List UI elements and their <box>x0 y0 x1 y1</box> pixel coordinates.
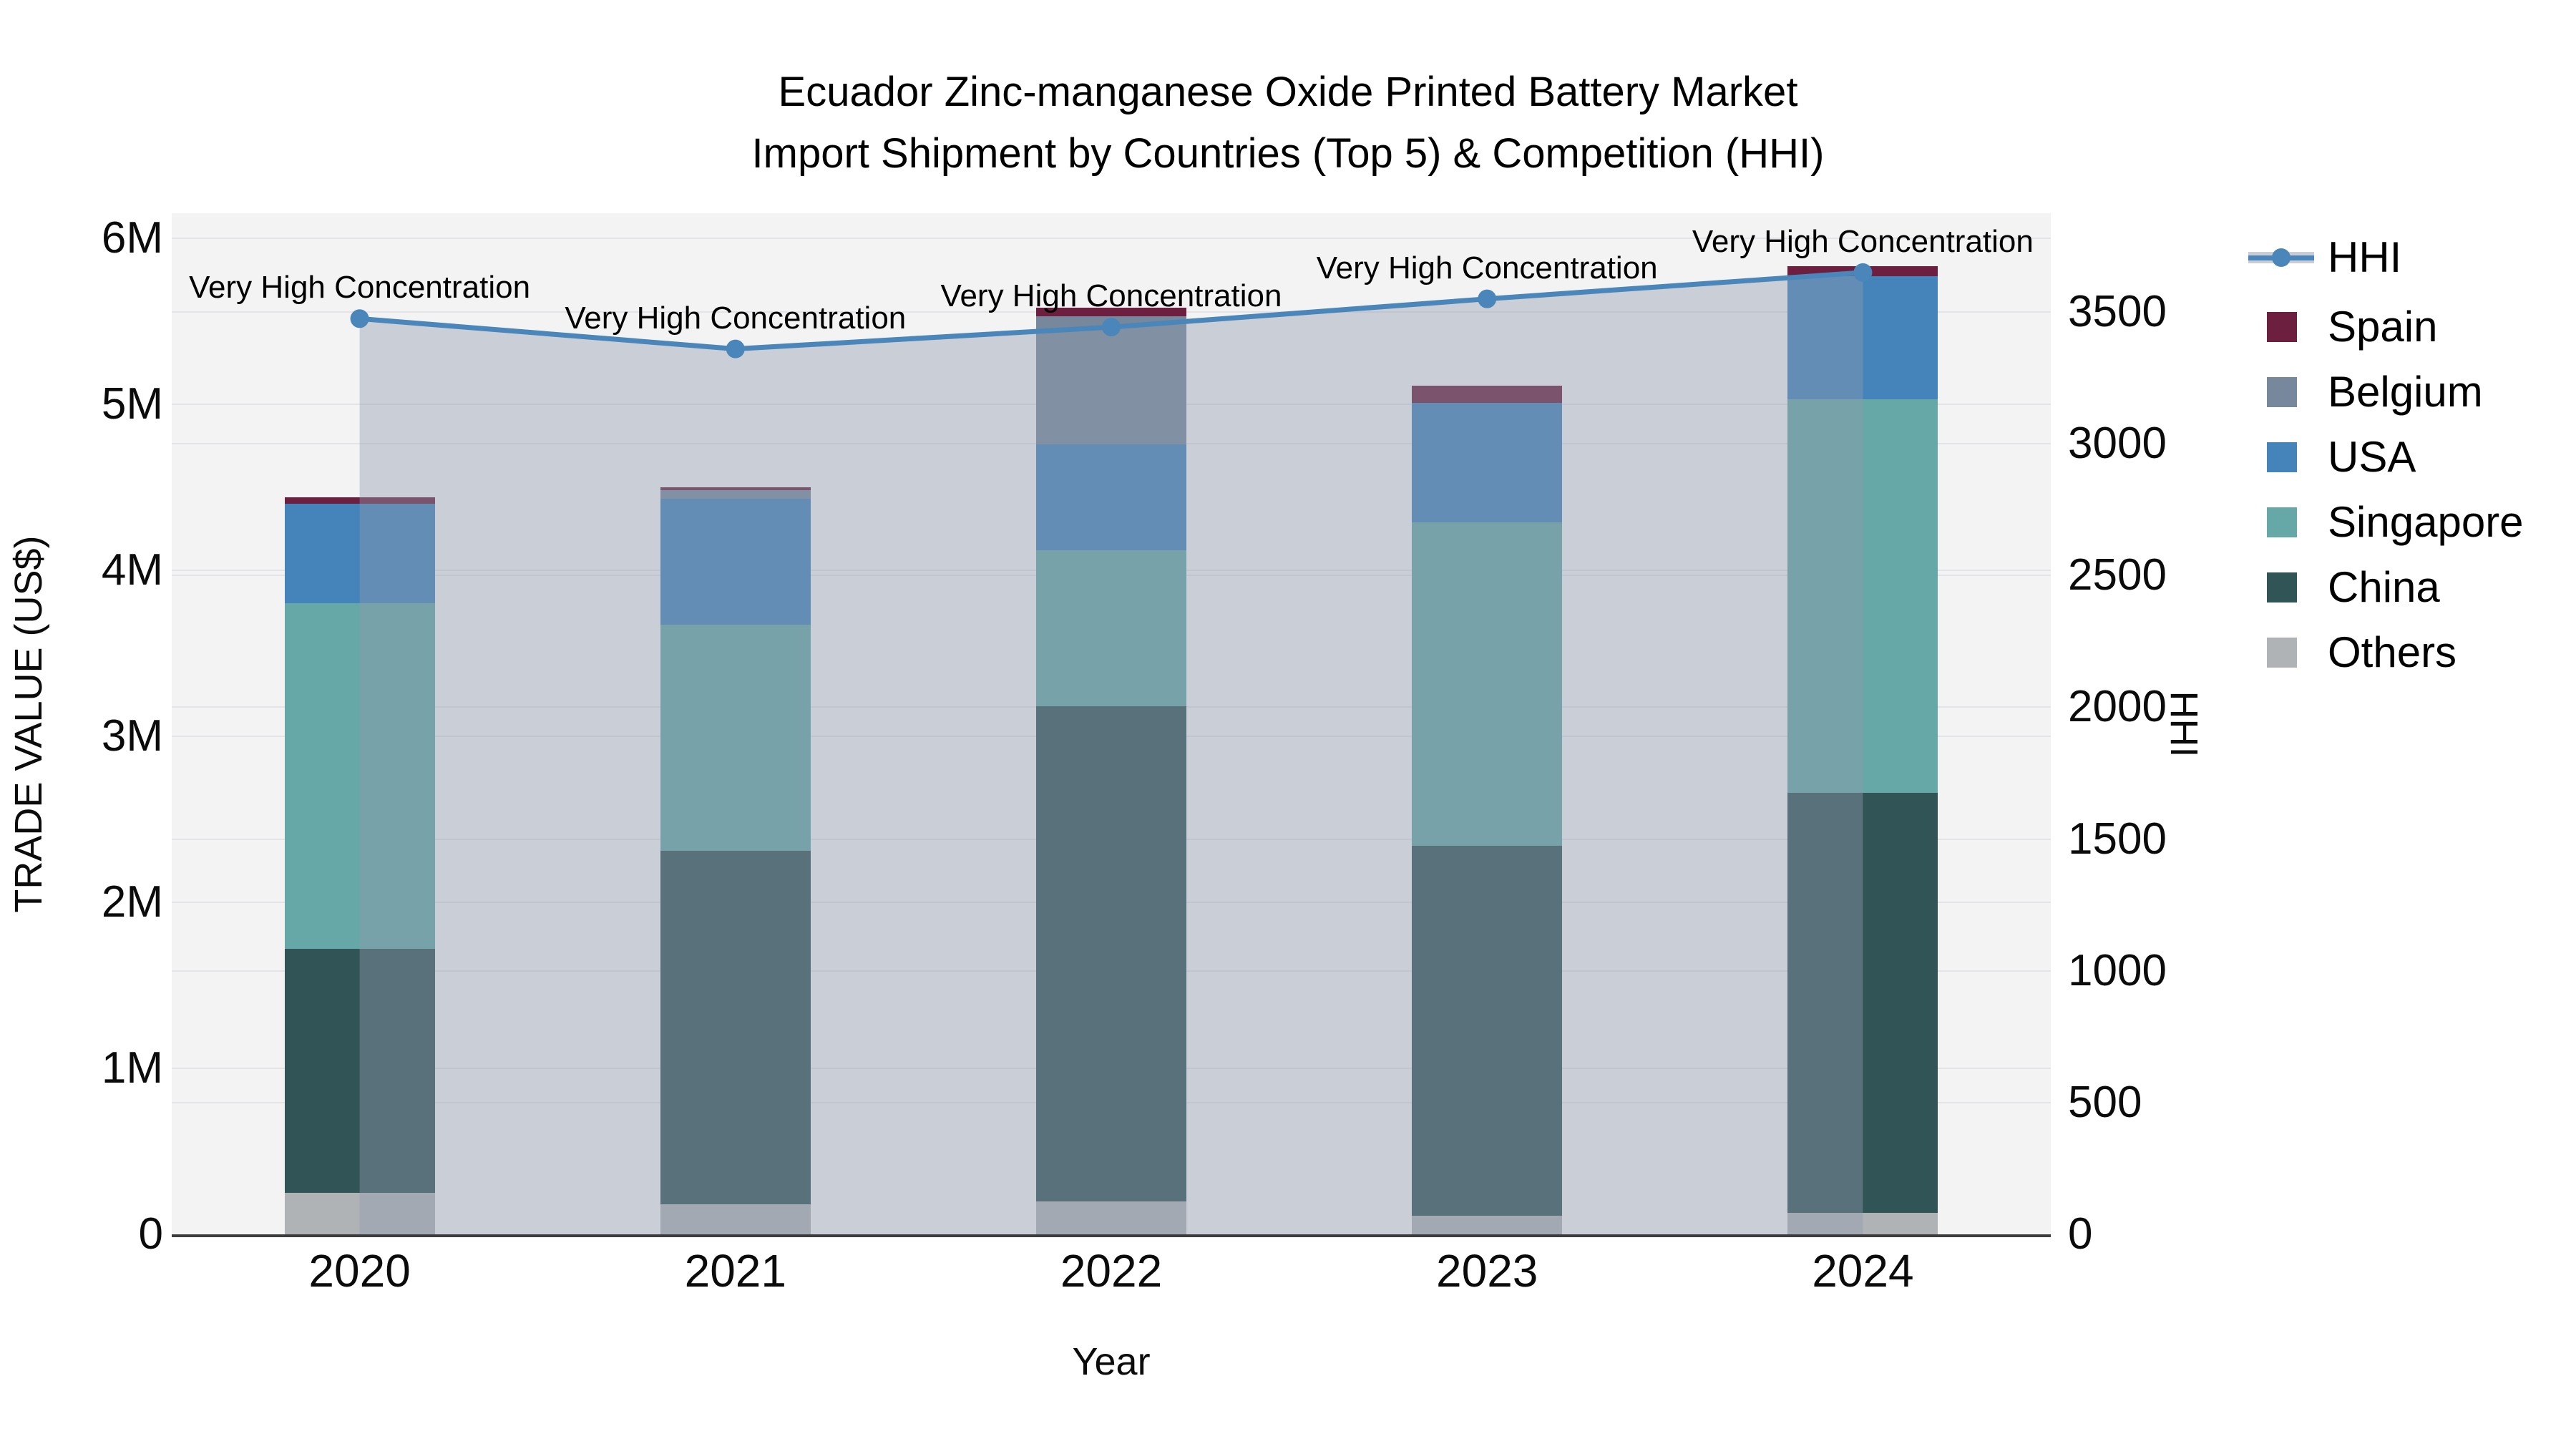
legend-swatch-spain <box>2267 312 2297 342</box>
bar-2022-belgium[interactable] <box>1036 316 1186 444</box>
x-axis-title: Year <box>1072 1340 1151 1383</box>
x-tick-label-2020: 2020 <box>308 1245 411 1297</box>
bar-2024-usa[interactable] <box>1787 276 1938 399</box>
chart-title-line1: Ecuador Zinc-manganese Oxide Printed Bat… <box>778 69 1798 115</box>
bar-2023-usa[interactable] <box>1412 402 1563 522</box>
legend-swatch-belgium <box>2267 377 2297 407</box>
x-tick-label-2022: 2022 <box>1060 1245 1163 1297</box>
legend-label-hhi: HHI <box>2328 233 2402 281</box>
legend-swatch-usa <box>2267 442 2297 472</box>
legend-swatch-singapore <box>2267 507 2297 537</box>
legend-swatch-hhi <box>2248 243 2314 273</box>
bar-2024-china[interactable] <box>1787 792 1938 1213</box>
y-left-tick-label: 4M <box>101 545 163 595</box>
bar-2023-spain[interactable] <box>1412 386 1563 403</box>
bar-2023-singapore[interactable] <box>1412 522 1563 847</box>
annotation-2022: Very High Concentration <box>940 278 1282 314</box>
legend-swatch-china <box>2267 572 2297 602</box>
legend-label-usa: USA <box>2328 433 2416 481</box>
y-left-tick-label: 2M <box>101 877 163 927</box>
bar-2020-spain[interactable] <box>284 497 435 504</box>
legend-label-singapore: Singapore <box>2328 498 2524 546</box>
legend-label-spain: Spain <box>2328 303 2438 351</box>
hhi-area <box>359 272 1863 1234</box>
bar-2021-usa[interactable] <box>660 499 811 625</box>
y-right-tick-label: 2000 <box>2068 682 2167 732</box>
legend-label-others: Others <box>2328 628 2457 676</box>
hhi-overlay <box>350 263 1873 1234</box>
hhi-marker-2023[interactable] <box>1478 289 1497 308</box>
chart-title: Ecuador Zinc-manganese Oxide Printed Bat… <box>0 62 2576 185</box>
bar-2020-china[interactable] <box>284 948 435 1193</box>
bar-2024-others[interactable] <box>1787 1212 1938 1234</box>
y-right-tick-label: 3000 <box>2068 419 2167 469</box>
bar-2021-spain[interactable] <box>660 487 811 491</box>
y-right-tick-label: 2500 <box>2068 550 2167 600</box>
y-right-tick-label: 3500 <box>2068 287 2167 337</box>
bar-2020-usa[interactable] <box>284 504 435 604</box>
hhi-marker-icon <box>2272 248 2290 267</box>
hhi-marker-2022[interactable] <box>1102 318 1121 337</box>
plot-area <box>172 213 2051 1237</box>
y-left-tick-label: 5M <box>101 379 163 429</box>
bar-2021-others[interactable] <box>660 1204 811 1234</box>
y-left-tick-label: 0 <box>138 1209 163 1259</box>
bar-2022-china[interactable] <box>1036 706 1186 1201</box>
bar-2022-others[interactable] <box>1036 1201 1186 1234</box>
legend-label-china: China <box>2328 563 2440 611</box>
bar-2021-china[interactable] <box>660 851 811 1205</box>
y-left-tick-label: 3M <box>101 711 163 761</box>
annotation-2020: Very High Concentration <box>189 270 531 306</box>
x-tick-label-2024: 2024 <box>1812 1245 1914 1297</box>
bar-2023-others[interactable] <box>1412 1216 1563 1234</box>
bar-2021-belgium[interactable] <box>660 490 811 499</box>
hhi-marker-2024[interactable] <box>1853 263 1873 282</box>
gridline-trade-6M <box>172 237 2051 239</box>
annotation-2023: Very High Concentration <box>1316 250 1658 286</box>
chart-title-line2: Import Shipment by Countries (Top 5) & C… <box>751 130 1825 177</box>
y-right-tick-label: 1500 <box>2068 814 2167 864</box>
y-right-tick-label: 500 <box>2068 1077 2142 1127</box>
bar-2020-singapore[interactable] <box>284 603 435 949</box>
x-tick-label-2021: 2021 <box>684 1245 786 1297</box>
bar-2020-others[interactable] <box>284 1192 435 1234</box>
bar-2022-usa[interactable] <box>1036 444 1186 551</box>
bar-2023-china[interactable] <box>1412 846 1563 1216</box>
annotation-2021: Very High Concentration <box>565 300 907 336</box>
legend-swatch-others <box>2267 638 2297 668</box>
hhi-marker-2020[interactable] <box>350 309 369 328</box>
hhi-marker-2021[interactable] <box>726 339 745 358</box>
bar-2021-singapore[interactable] <box>660 625 811 851</box>
y-right-tick-label: 0 <box>2068 1209 2093 1259</box>
y-right-tick-label: 1000 <box>2068 945 2167 995</box>
legend-label-belgium: Belgium <box>2328 368 2483 416</box>
annotation-2024: Very High Concentration <box>1692 223 2034 259</box>
bar-2024-singapore[interactable] <box>1787 399 1938 793</box>
bar-2022-singapore[interactable] <box>1036 550 1186 707</box>
y-left-tick-label: 6M <box>101 213 163 263</box>
y-left-tick-label: 1M <box>101 1043 163 1093</box>
bar-2022-spain[interactable] <box>1036 308 1186 316</box>
x-tick-label-2023: 2023 <box>1436 1245 1538 1297</box>
